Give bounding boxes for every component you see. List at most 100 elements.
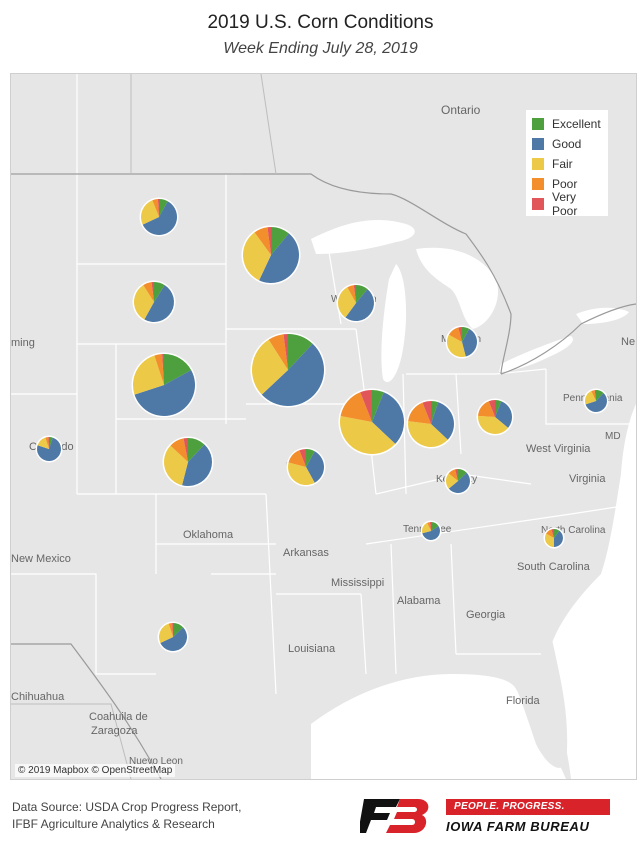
pie-slice-fair[interactable] (338, 287, 356, 318)
pie-slice-good[interactable] (448, 472, 470, 493)
pie-slice-fair[interactable] (37, 437, 49, 449)
pie-slice-poor[interactable] (427, 522, 431, 531)
pie-slice-excellent[interactable] (372, 390, 384, 422)
pie-michigan[interactable] (445, 325, 479, 359)
pie-slice-fair[interactable] (133, 355, 164, 395)
pie-slice-very-poor[interactable] (455, 469, 458, 481)
pie-slice-poor[interactable] (154, 354, 164, 385)
pie-slice-poor[interactable] (591, 390, 596, 401)
pie-slice-good[interactable] (495, 401, 512, 428)
pie-slice-good[interactable] (160, 627, 187, 651)
pie-slice-very-poor[interactable] (551, 529, 554, 538)
pie-slice-poor[interactable] (448, 469, 458, 481)
pie-slice-poor[interactable] (152, 199, 159, 217)
pie-slice-excellent[interactable] (596, 390, 604, 401)
pie-slice-very-poor[interactable] (151, 282, 154, 302)
pie-south-dakota[interactable] (132, 280, 176, 324)
pie-slice-excellent[interactable] (288, 334, 313, 370)
pie-slice-excellent[interactable] (271, 227, 289, 255)
pie-slice-excellent[interactable] (49, 437, 53, 449)
pie-slice-poor[interactable] (168, 623, 173, 637)
pie-slice-fair[interactable] (477, 415, 509, 435)
pie-slice-fair[interactable] (407, 421, 448, 448)
pie-north-dakota[interactable] (139, 197, 179, 237)
pie-slice-very-poor[interactable] (283, 334, 288, 370)
pie-slice-poor[interactable] (288, 450, 306, 467)
pie-slice-very-poor[interactable] (353, 285, 356, 303)
pie-slice-excellent[interactable] (431, 401, 439, 424)
pie-slice-good[interactable] (422, 526, 440, 540)
pie-ohio[interactable] (476, 398, 514, 436)
pie-slice-poor[interactable] (340, 392, 372, 422)
pie-slice-fair[interactable] (421, 522, 431, 534)
pie-slice-excellent[interactable] (356, 285, 368, 303)
pie-slice-very-poor[interactable] (488, 400, 495, 417)
state-pie-charts[interactable] (35, 197, 609, 653)
pie-slice-good[interactable] (182, 444, 213, 486)
pie-slice-poor[interactable] (347, 285, 356, 303)
pie-kentucky[interactable] (444, 467, 472, 495)
pie-iowa[interactable] (250, 332, 326, 408)
pie-slice-fair[interactable] (134, 285, 154, 320)
pie-slice-fair[interactable] (141, 200, 159, 225)
pie-texas[interactable] (157, 621, 189, 653)
pie-slice-poor[interactable] (254, 227, 271, 255)
pie-slice-fair[interactable] (340, 416, 396, 455)
pie-slice-poor[interactable] (408, 402, 431, 424)
pie-slice-good[interactable] (37, 437, 62, 461)
pie-slice-fair[interactable] (447, 334, 466, 357)
pie-slice-good[interactable] (431, 402, 454, 440)
pie-slice-poor[interactable] (170, 438, 188, 462)
pie-slice-excellent[interactable] (306, 449, 315, 467)
pie-slice-excellent[interactable] (458, 469, 467, 481)
pie-slice-very-poor[interactable] (360, 390, 372, 422)
pie-slice-very-poor[interactable] (183, 438, 188, 462)
pie-slice-excellent[interactable] (159, 199, 168, 217)
pie-slice-very-poor[interactable] (458, 327, 462, 342)
pie-slice-fair[interactable] (446, 473, 458, 489)
pie-slice-good[interactable] (585, 392, 607, 413)
map-panel[interactable]: OntariomingColoradoOklahomaNew MexicoArk… (10, 73, 637, 780)
pie-slice-excellent[interactable] (495, 400, 502, 417)
pie-slice-excellent[interactable] (554, 529, 560, 538)
pie-slice-poor[interactable] (45, 437, 49, 449)
pie-slice-good[interactable] (144, 285, 174, 322)
pie-slice-very-poor[interactable] (162, 353, 164, 385)
pie-slice-good[interactable] (306, 451, 325, 483)
pie-slice-fair[interactable] (251, 339, 288, 395)
pie-slice-good[interactable] (462, 328, 478, 357)
pie-slice-good[interactable] (345, 289, 374, 321)
pie-pennsylvania[interactable] (583, 388, 609, 414)
pie-slice-poor[interactable] (268, 334, 288, 370)
pie-north-carolina[interactable] (543, 527, 565, 549)
pie-slice-excellent[interactable] (154, 282, 165, 302)
pie-slice-fair[interactable] (585, 391, 596, 405)
pie-slice-very-poor[interactable] (299, 449, 306, 467)
pie-nebraska[interactable] (131, 352, 197, 418)
pie-indiana[interactable] (406, 399, 456, 449)
pie-slice-good[interactable] (554, 530, 563, 547)
pie-minnesota[interactable] (241, 225, 301, 285)
pie-slice-fair[interactable] (159, 623, 173, 643)
pie-slice-excellent[interactable] (431, 522, 439, 531)
map-attribution[interactable]: © 2019 Mapbox © OpenStreetMap (15, 764, 176, 777)
pie-slice-fair[interactable] (545, 533, 554, 547)
pie-slice-very-poor[interactable] (157, 199, 159, 217)
pie-wisconsin[interactable] (336, 283, 376, 323)
pie-slice-fair[interactable] (287, 462, 315, 486)
pie-slice-good[interactable] (372, 392, 404, 444)
pie-slice-poor[interactable] (143, 282, 154, 302)
pie-slice-good[interactable] (142, 201, 177, 235)
pie-slice-excellent[interactable] (173, 623, 184, 637)
pie-slice-good[interactable] (261, 343, 324, 406)
pie-slice-very-poor[interactable] (172, 623, 173, 637)
pie-slice-very-poor[interactable] (429, 522, 431, 531)
pie-slice-very-poor[interactable] (422, 401, 431, 424)
pie-slice-poor[interactable] (546, 529, 554, 538)
pie-slice-fair[interactable] (163, 445, 188, 486)
pie-tennessee[interactable] (420, 520, 442, 542)
pie-slice-very-poor[interactable] (48, 437, 49, 449)
pie-slice-excellent[interactable] (462, 327, 470, 342)
pie-slice-very-poor[interactable] (267, 227, 271, 255)
pie-slice-poor[interactable] (478, 401, 495, 417)
